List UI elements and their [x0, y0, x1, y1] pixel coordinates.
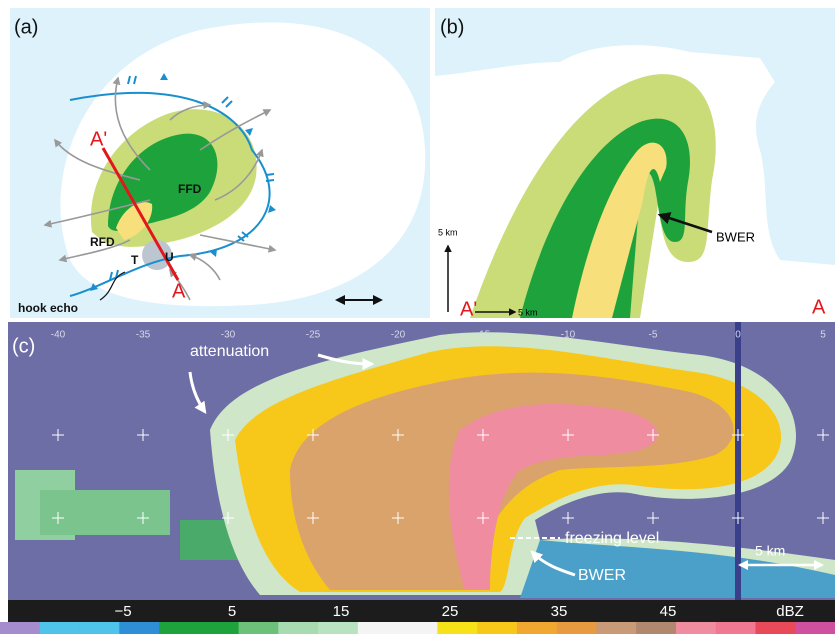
vertical-scale-label: 5 km — [438, 227, 458, 237]
colorbar-swatch — [0, 622, 40, 634]
range-label: -35 — [136, 330, 151, 341]
panel-label: (a) — [14, 16, 38, 38]
updraft-label: U — [165, 250, 174, 264]
colorbar-swatch — [517, 622, 557, 634]
bwer-label: BWER — [578, 567, 626, 584]
colorbar-background — [8, 600, 835, 622]
colorbar-tick-label: −5 — [114, 603, 131, 620]
ffd-label: FFD — [178, 182, 202, 196]
range-label: 0 — [735, 330, 741, 341]
colorbar-tick-label: 45 — [660, 603, 677, 620]
colorbar-unit: dBZ — [776, 603, 804, 620]
range-label: -25 — [306, 330, 321, 341]
colorbar-swatch — [119, 622, 159, 634]
panel-label: (c) — [12, 335, 35, 357]
colorbar-swatch — [755, 622, 795, 634]
colorbar-tick-label: 5 — [228, 603, 236, 620]
colorbar-swatch — [596, 622, 636, 634]
colorbar-swatch — [278, 622, 318, 634]
colorbar-swatch — [40, 622, 80, 634]
radial-artifact — [735, 322, 741, 600]
section-end: A — [172, 280, 186, 302]
range-label: -30 — [221, 330, 236, 341]
colorbar-swatch — [795, 622, 835, 634]
bwer-label: BWER — [716, 229, 755, 244]
colorbar-swatch — [80, 622, 120, 634]
range-label: -10 — [561, 330, 576, 341]
range-label: 5 — [820, 330, 826, 341]
colorbar-swatch — [557, 622, 597, 634]
horizontal-scale-label: 5 km — [518, 307, 538, 317]
colorbar-swatch — [318, 622, 358, 634]
scale-label: 5 km — [755, 543, 785, 559]
colorbar-swatch — [398, 622, 438, 634]
tornado-label: T — [131, 253, 139, 267]
colorbar-swatch — [716, 622, 756, 634]
panel-c: (c) attenuation freezing level BWER 5 km… — [8, 322, 835, 600]
hook-echo-label: hook echo — [18, 301, 78, 315]
panel-b: (b) A' A 5 km 5 km BWER — [435, 8, 835, 320]
attenuation-label: attenuation — [190, 343, 269, 360]
panel-a: (a) A' A FFD RFD T U hook echo — [10, 8, 430, 318]
range-label: -5 — [649, 330, 658, 341]
section-start: A' — [90, 128, 107, 150]
range-label: -15 — [476, 330, 491, 341]
colorbar-swatch — [239, 622, 279, 634]
colorbar-swatch — [159, 622, 199, 634]
range-label: -20 — [391, 330, 406, 341]
colorbar-swatch — [477, 622, 517, 634]
colorbar-tick-label: 25 — [442, 603, 459, 620]
freezing-level-label: freezing level — [565, 530, 659, 547]
colorbar-swatch — [199, 622, 239, 634]
colorbar-swatch — [636, 622, 676, 634]
colorbar-tick-label: 35 — [551, 603, 568, 620]
echo-patch — [40, 490, 170, 535]
colorbar-swatch — [358, 622, 398, 634]
figure: (a) A' A FFD RFD T U hook echo (b) A' A … — [0, 0, 835, 634]
range-label: -40 — [51, 330, 66, 341]
panel-label: (b) — [440, 16, 464, 38]
section-end: A — [812, 296, 826, 318]
section-start: A' — [460, 298, 477, 320]
colorbar-swatch — [676, 622, 716, 634]
colorbar-tick-label: 15 — [333, 603, 350, 620]
colorbar: dBZ −5 5 15 25 35 45 — [0, 600, 835, 634]
colorbar-swatch — [437, 622, 477, 634]
rfd-label: RFD — [90, 235, 115, 249]
